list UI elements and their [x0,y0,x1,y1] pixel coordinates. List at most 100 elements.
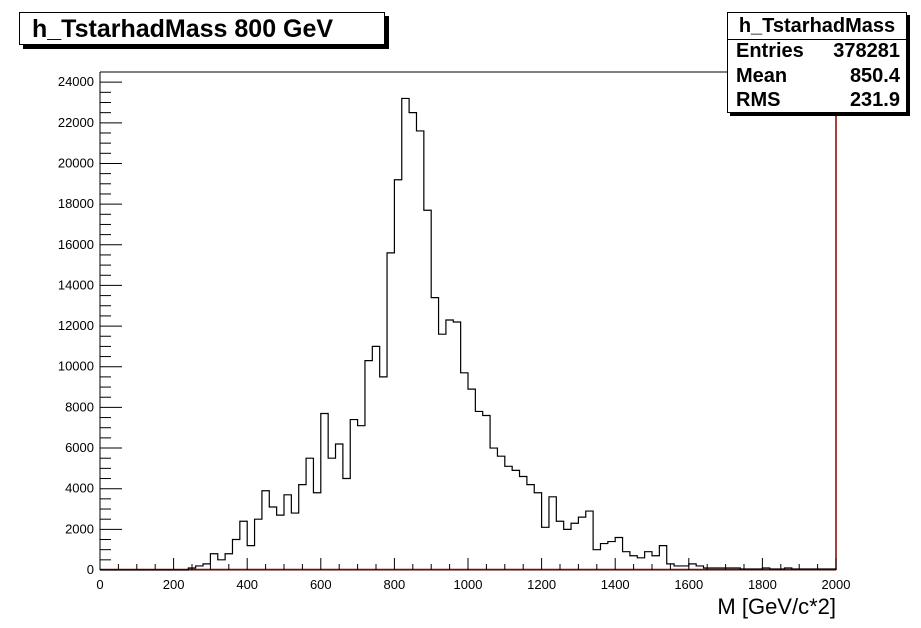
y-tick-label: 0 [87,562,94,577]
x-tick-label: 1200 [527,577,556,592]
histogram-bin [461,373,468,570]
histogram-bin [394,180,401,570]
histogram-bin [291,513,298,570]
histogram-bin [542,527,549,570]
axis-ticks: 0 200 400 600 800 1000 1200 1400 1600 1800 2000020… [58,74,851,592]
histogram-bin [520,476,527,570]
x-axis-label: M [GeV/c*2] [717,594,836,619]
x-tick-label: 0 [96,577,103,592]
histogram-bin [424,210,431,570]
histogram-bin [321,413,328,570]
y-tick-label: 4000 [65,481,94,496]
histogram-bin [439,334,446,570]
y-tick-label: 2000 [65,521,94,536]
histogram-bin [549,497,556,570]
histogram-bin [490,448,497,570]
histogram-bin [483,416,490,570]
histogram-bin [380,377,387,570]
histogram-bin [262,491,269,570]
y-tick-label: 12000 [58,318,94,333]
histogram-bins [100,97,837,571]
histogram-bin [600,544,607,570]
histogram-bin [240,521,247,570]
stats-rms-value: 231.9 [849,89,900,111]
stats-mean-value: 850.4 [849,65,900,87]
histogram-bin [578,517,585,570]
histogram-bin [505,466,512,570]
y-tick-label: 22000 [58,115,94,130]
histogram-bin [637,558,644,570]
stats-box: h_TstarhadMass Entries 378281 Mean 850.4… [727,12,907,113]
stats-rms-label: RMS [736,89,781,111]
histogram-bin [431,298,438,570]
stats-entries-row: Entries 378281 [736,39,900,64]
stats-mean-label: Mean [736,65,788,87]
x-tick-label: 1400 [601,577,630,592]
y-tick-label: 6000 [65,440,94,455]
histogram-bin [372,346,379,570]
histogram-bin [232,540,239,570]
histogram-bin [299,485,306,570]
histogram-bin [328,458,335,570]
stats-mean-row: Mean 850.4 [736,64,900,89]
x-tick-label: 1600 [674,577,703,592]
histogram-bin [534,493,541,570]
histogram-bin [269,507,276,570]
x-tick-label: 1800 [748,577,777,592]
histogram-bin [358,426,365,570]
y-tick-label: 24000 [58,74,94,89]
histogram-bin [336,444,343,570]
x-tick-label: 1000 [454,577,483,592]
histogram-bin [350,420,357,570]
histogram-bin [608,542,615,570]
histogram-bin [277,515,284,570]
histogram-bin [497,456,504,570]
x-tick-label: 200 [163,577,185,592]
y-tick-label: 14000 [58,277,94,292]
x-tick-label: 2000 [822,577,851,592]
histogram-bin [468,389,475,570]
histogram-bin [365,361,372,570]
histogram-bin [313,493,320,570]
histogram-bin [416,131,423,570]
y-tick-label: 20000 [58,155,94,170]
stats-entries-value: 378281 [833,40,900,62]
chart-title-box: h_TstarhadMass 800 GeV [19,12,385,45]
histogram-bin [446,320,453,570]
plot-axes [99,71,837,571]
histogram-bin [659,546,666,570]
histogram-outline [100,97,837,571]
histogram-bin [623,552,630,570]
histogram-bin [255,519,262,570]
histogram-bin [210,554,217,570]
histogram-bin [218,560,225,570]
histogram-bin [564,529,571,570]
stats-rms-row: RMS 231.9 [736,88,900,113]
chart-title: h_TstarhadMass 800 GeV [32,15,334,43]
histogram-bin [475,411,482,570]
y-tick-label: 18000 [58,196,94,211]
histogram-bin [343,479,350,570]
histogram-bin [453,322,460,570]
histogram-bin [571,523,578,570]
y-tick-label: 10000 [58,359,94,374]
histogram-bin [645,552,652,570]
stats-entries-label: Entries [736,40,804,62]
histogram-bin [615,537,622,570]
x-tick-label: 400 [236,577,258,592]
histogram-bin [512,470,519,570]
y-tick-label: 8000 [65,399,94,414]
histogram-bin [387,253,394,570]
stats-histogram-name: h_TstarhadMass [728,13,906,40]
y-tick-label: 16000 [58,237,94,252]
histogram-bin [409,113,416,570]
x-tick-label: 600 [310,577,332,592]
histogram-bin [284,495,291,570]
histogram-bin [556,521,563,570]
x-tick-label: 800 [384,577,406,592]
histogram-bin [527,485,534,570]
histogram-bin [247,546,254,570]
histogram-bin [306,458,313,570]
histogram-bin [402,98,409,570]
